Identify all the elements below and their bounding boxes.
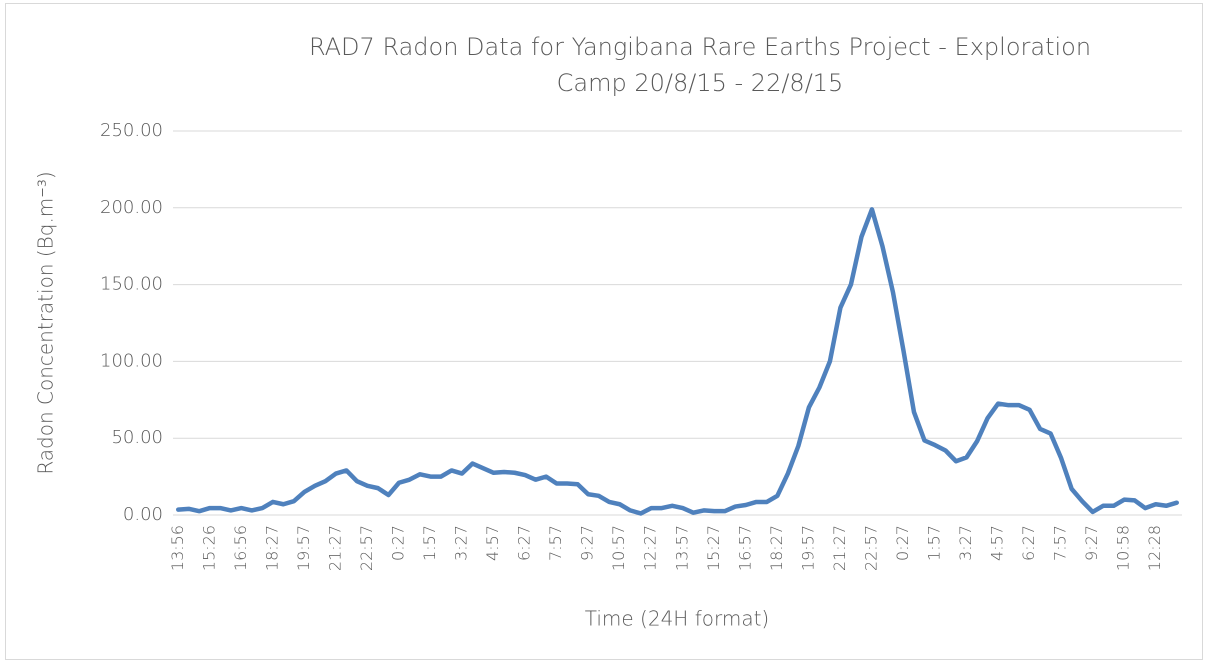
x-tick-label: 18:27 [767,525,786,571]
x-tick-label: 12:27 [641,525,660,571]
x-tick-label: 16:56 [231,525,250,571]
x-tick-label: 1:57 [420,525,439,561]
x-tick-label: 22:57 [861,525,880,571]
chart-title: RAD7 Radon Data for Yangibana Rare Earth… [309,33,1091,61]
x-tick-label: 16:57 [735,525,754,571]
y-tick-label: 50.00 [111,427,163,448]
x-tick-label: 19:57 [294,525,313,571]
x-tick-label: 15:26 [199,525,218,571]
y-tick-label: 100.00 [100,350,163,371]
x-tick-label: 0:27 [388,525,407,561]
x-tick-label: 12:28 [1145,525,1164,571]
x-tick-label: 22:57 [357,525,376,571]
x-tick-label: 3:27 [956,525,975,561]
x-tick-label: 19:57 [798,525,817,571]
x-tick-label: 9:27 [1082,525,1101,561]
chart-title: Camp 20/8/15 - 22/8/15 [557,69,844,97]
x-tick-label: 13:56 [168,525,187,571]
x-tick-label: 10:58 [1114,525,1133,571]
x-tick-label: 15:27 [704,525,723,571]
x-tick-label: 4:57 [483,525,502,561]
chart-frame [5,3,1203,660]
y-tick-label: 200.00 [100,197,163,218]
x-tick-label: 4:57 [988,525,1007,561]
x-tick-label: 0:27 [893,525,912,561]
x-tick-label: 1:57 [925,525,944,561]
data-line [176,207,1179,516]
x-tick-label: 18:27 [262,525,281,571]
x-tick-label: 7:57 [1051,525,1070,561]
y-tick-label: 250.00 [100,120,163,141]
x-tick-label: 9:27 [578,525,597,561]
x-axis-title: Time (24H format) [585,607,769,631]
y-axis-title: Radon Concentration (Bq.m⁻³) [34,171,58,474]
x-tick-label: 21:27 [830,525,849,571]
y-tick-label: 150.00 [100,274,163,295]
y-tick-label: 0.00 [123,504,163,525]
x-tick-label: 13:57 [672,525,691,571]
x-tick-label: 6:27 [515,525,534,561]
x-tick-label: 21:27 [325,525,344,571]
x-tick-label: 10:57 [609,525,628,571]
x-tick-label: 7:57 [546,525,565,561]
x-tick-label: 3:27 [452,525,471,561]
x-tick-label: 6:27 [1019,525,1038,561]
